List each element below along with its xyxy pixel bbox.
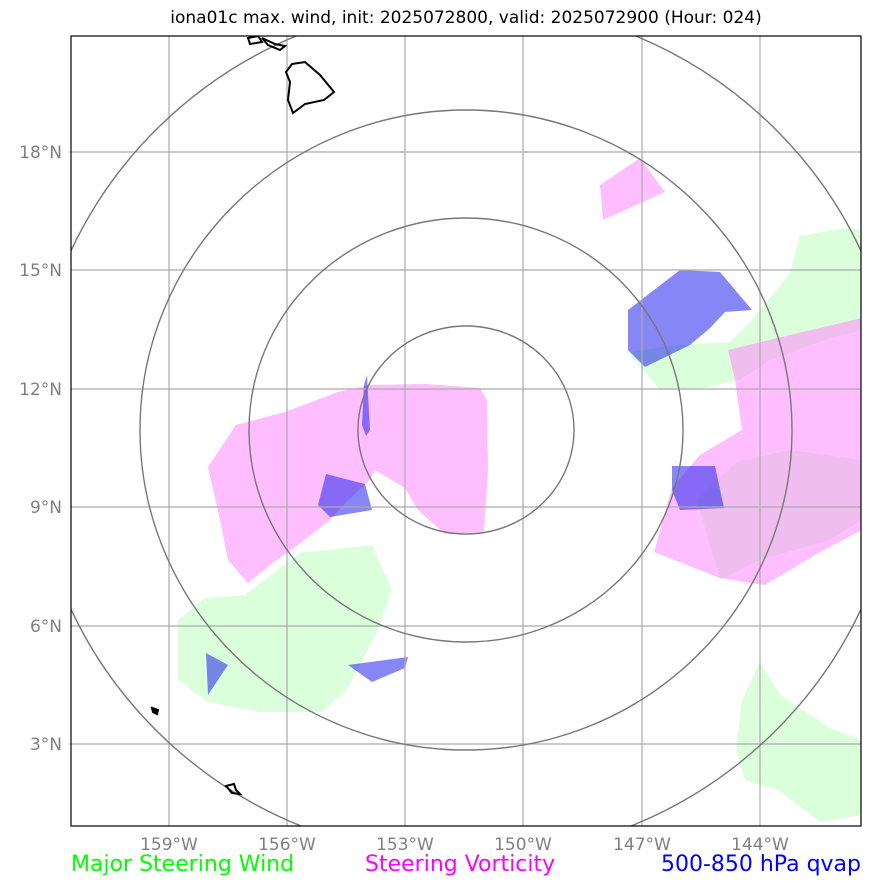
range-ring	[139, 109, 793, 751]
range-rings	[71, 36, 861, 826]
island-maui	[246, 36, 264, 46]
island-small	[150, 706, 160, 716]
qvap-area	[362, 375, 370, 436]
lon-tick-label: 150°W	[494, 835, 552, 855]
map-title: iona01c max. wind, init: 2025072800, val…	[170, 8, 762, 28]
lat-tick-label: 12°N	[19, 380, 62, 400]
lon-tick-label: 159°W	[140, 835, 198, 855]
qvap-area	[206, 653, 228, 695]
qvap-area	[628, 270, 752, 367]
coastlines	[150, 36, 336, 796]
graticule	[71, 36, 861, 826]
qvap-area	[348, 657, 408, 682]
lat-tick-labels: 18°N 15°N 12°N 9°N 6°N 3°N	[19, 143, 62, 755]
island-molokai	[261, 37, 288, 52]
lon-tick-label: 147°W	[613, 835, 671, 855]
wind-area	[628, 228, 861, 390]
qvap-area	[672, 466, 724, 510]
legend-steering-wind: Major Steering Wind	[71, 852, 295, 877]
range-ring	[248, 217, 684, 643]
plot-frame	[70, 35, 862, 827]
lon-tick-label: 144°W	[731, 835, 789, 855]
island-small	[224, 782, 243, 796]
lon-tick-label: 156°W	[258, 835, 316, 855]
lat-tick-label: 9°N	[30, 498, 62, 518]
lon-tick-labels: 159°W 156°W 153°W 150°W 147°W 144°W	[140, 835, 789, 855]
wind-area	[178, 545, 392, 712]
steering-vorticity-layer	[208, 158, 861, 585]
range-ring	[357, 325, 575, 535]
vorticity-area	[600, 158, 665, 220]
island-big-island	[284, 60, 336, 115]
legend-qvap: 500-850 hPa qvap	[660, 852, 861, 877]
qvap-area	[318, 474, 372, 517]
lon-tick-label: 153°W	[376, 835, 434, 855]
lat-tick-label: 6°N	[30, 617, 62, 637]
lat-tick-label: 18°N	[19, 143, 62, 163]
lat-tick-label: 3°N	[30, 735, 62, 755]
vorticity-area	[654, 318, 861, 585]
legend-steering-vorticity: Steering Vorticity	[365, 852, 556, 877]
lat-tick-label: 15°N	[19, 261, 62, 281]
qvap-layer	[206, 270, 752, 695]
wind-area	[736, 662, 861, 822]
